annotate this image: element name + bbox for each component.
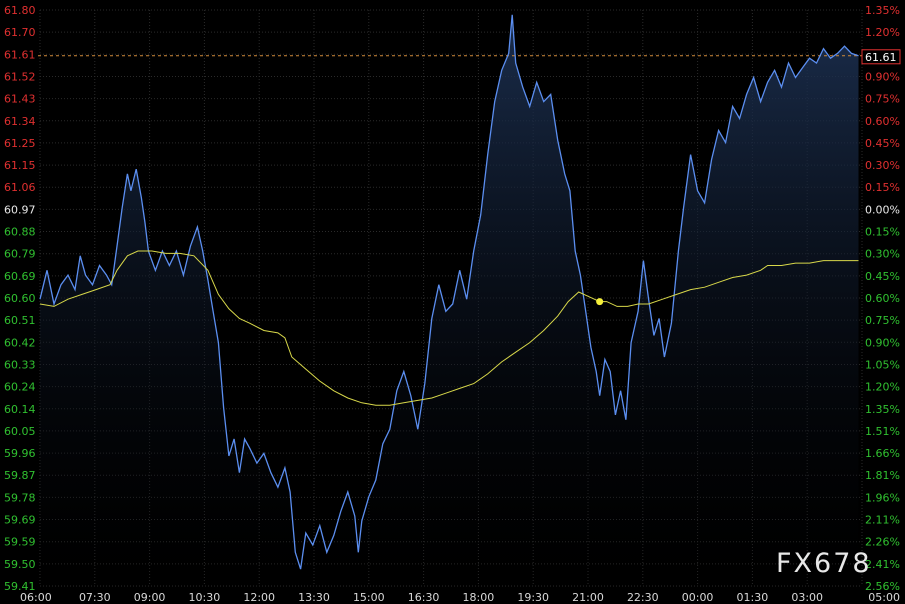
x-tick-label: 01:30 [737, 591, 769, 604]
x-tick-label: 10:30 [189, 591, 221, 604]
left-tick-label: 60.24 [4, 381, 36, 394]
right-tick-label: 2.11% [865, 514, 900, 527]
x-axis-ticks: 06:00 07:30 09:00 10:30 12:00 13:30 15:00 16:30… [20, 591, 900, 604]
right-tick-label: 0.00% [865, 203, 900, 216]
right-tick-label: 0.30% [865, 159, 900, 172]
right-tick-label: 2.41% [865, 558, 900, 571]
left-tick-label: 61.25 [4, 137, 36, 150]
right-tick-label: 0.60% [865, 115, 900, 128]
right-tick-label: 0.90% [865, 70, 900, 83]
right-tick-label: 0.45% [865, 270, 900, 283]
right-tick-label: 1.96% [865, 491, 900, 504]
left-tick-label: 59.78 [4, 491, 36, 504]
x-tick-label: 03:00 [791, 591, 823, 604]
watermark-logo: FX678 [776, 548, 872, 579]
x-tick-label: 13:30 [298, 591, 330, 604]
x-tick-label: 09:00 [134, 591, 166, 604]
left-tick-label: 61.43 [4, 93, 36, 106]
left-axis-ticks: 61.80 61.70 61.61 61.52 61.43 61.34 61.25 61.15… [4, 4, 36, 593]
left-tick-label: 60.79 [4, 248, 36, 261]
x-tick-label: 21:00 [572, 591, 604, 604]
left-tick-label: 60.14 [4, 403, 36, 416]
x-tick-label: 12:00 [243, 591, 275, 604]
last-price-badge: 61.61 [861, 49, 901, 65]
right-tick-label: 1.81% [865, 469, 900, 482]
left-tick-label: 59.50 [4, 558, 36, 571]
price-series-line [39, 14, 859, 570]
left-tick-label: 59.96 [4, 447, 36, 460]
left-tick-label: 60.97 [4, 203, 36, 216]
right-tick-label: 1.05% [865, 358, 900, 371]
right-tick-label: 0.15% [865, 181, 900, 194]
last-price-label: 61.61 [865, 51, 897, 64]
right-tick-label: 1.35% [865, 403, 900, 416]
right-tick-label: 0.30% [865, 248, 900, 261]
left-tick-label: 61.34 [4, 115, 36, 128]
left-tick-label: 60.88 [4, 226, 36, 239]
right-axis-ticks: 1.35% 1.20% 1.05% 0.90% 0.75% 0.60% 0.45% 0.30%… [865, 4, 900, 593]
right-tick-label: 1.20% [865, 26, 900, 39]
right-tick-label: 0.90% [865, 336, 900, 349]
left-tick-label: 59.59 [4, 536, 36, 549]
left-tick-label: 60.51 [4, 314, 36, 327]
left-tick-label: 60.69 [4, 270, 36, 283]
x-tick-label: 15:00 [353, 591, 385, 604]
x-tick-label: 00:00 [682, 591, 714, 604]
x-tick-label: 05:00 [868, 591, 900, 604]
right-tick-label: 0.60% [865, 292, 900, 305]
left-tick-label: 61.52 [4, 70, 36, 83]
left-tick-label: 61.06 [4, 181, 36, 194]
right-tick-label: 0.45% [865, 137, 900, 150]
average-series-marker [596, 298, 604, 306]
left-tick-label: 59.69 [4, 514, 36, 527]
left-tick-label: 60.42 [4, 336, 36, 349]
left-tick-label: 60.33 [4, 358, 36, 371]
right-tick-label: 1.20% [865, 381, 900, 394]
left-tick-label: 60.60 [4, 292, 36, 305]
right-tick-label: 0.75% [865, 93, 900, 106]
left-tick-label: 59.41 [4, 580, 36, 593]
right-tick-label: 2.26% [865, 536, 900, 549]
right-tick-label: 1.66% [865, 447, 900, 460]
right-tick-label: 1.51% [865, 425, 900, 438]
left-tick-label: 61.70 [4, 26, 36, 39]
left-tick-label: 61.61 [4, 48, 36, 61]
right-tick-label: 0.75% [865, 314, 900, 327]
x-tick-label: 16:30 [408, 591, 440, 604]
x-tick-label: 18:00 [463, 591, 495, 604]
x-tick-label: 19:30 [517, 591, 549, 604]
right-tick-label: 0.15% [865, 226, 900, 239]
right-tick-label: 1.35% [865, 4, 900, 17]
right-tick-label: 2.56% [865, 580, 900, 593]
x-tick-label: 22:30 [627, 591, 659, 604]
price-area-fill [40, 14, 859, 587]
left-tick-label: 59.87 [4, 469, 36, 482]
x-tick-label: 07:30 [79, 591, 111, 604]
average-series-line [39, 250, 859, 406]
left-tick-label: 61.15 [4, 159, 36, 172]
left-tick-label: 60.05 [4, 425, 36, 438]
x-tick-label: 06:00 [20, 591, 52, 604]
left-tick-label: 61.80 [4, 4, 36, 17]
